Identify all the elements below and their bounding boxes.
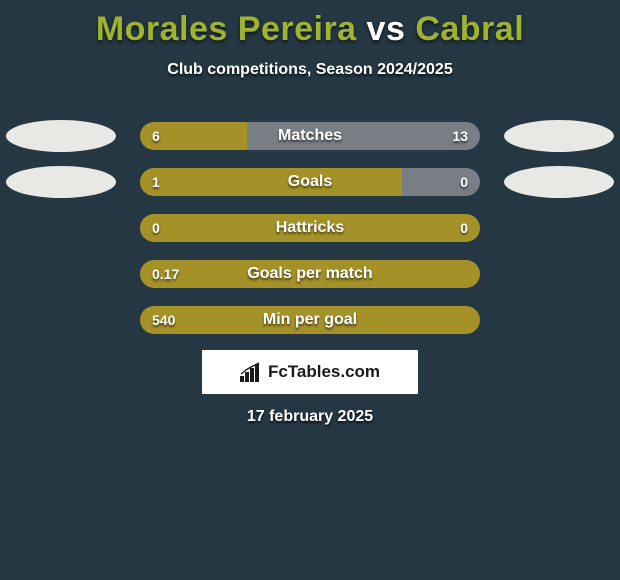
- bar-left: [140, 306, 480, 334]
- vs-text: vs: [367, 10, 406, 48]
- bar-left: [140, 260, 480, 288]
- stat-rows: 6 13 Matches 1 0 Goals 0 0 Hattricks: [0, 118, 620, 348]
- stat-row: 0.17 Goals per match: [0, 256, 620, 302]
- bar-track: [140, 214, 480, 242]
- comparison-infographic: Morales Pereira vs Cabral Club competiti…: [0, 0, 620, 580]
- bar-left: [140, 168, 402, 196]
- bar-right: [402, 168, 480, 196]
- brand-text: FcTables.com: [268, 362, 380, 382]
- player2-name: Cabral: [415, 10, 524, 48]
- player1-name: Morales Pereira: [96, 10, 357, 48]
- stat-row: 0 0 Hattricks: [0, 210, 620, 256]
- stat-row: 6 13 Matches: [0, 118, 620, 164]
- brand-bars-icon: [240, 362, 262, 382]
- bar-track: [140, 122, 480, 150]
- brand-badge: FcTables.com: [202, 350, 418, 394]
- bar-track: [140, 168, 480, 196]
- stat-row: 1 0 Goals: [0, 164, 620, 210]
- bar-left: [140, 122, 247, 150]
- bar-track: [140, 260, 480, 288]
- bar-left: [140, 214, 480, 242]
- subtitle: Club competitions, Season 2024/2025: [0, 61, 620, 79]
- page-title: Morales Pereira vs Cabral: [0, 0, 620, 49]
- date-label: 17 february 2025: [0, 408, 620, 426]
- bar-track: [140, 306, 480, 334]
- stat-row: 540 Min per goal: [0, 302, 620, 348]
- bar-right: [247, 122, 480, 150]
